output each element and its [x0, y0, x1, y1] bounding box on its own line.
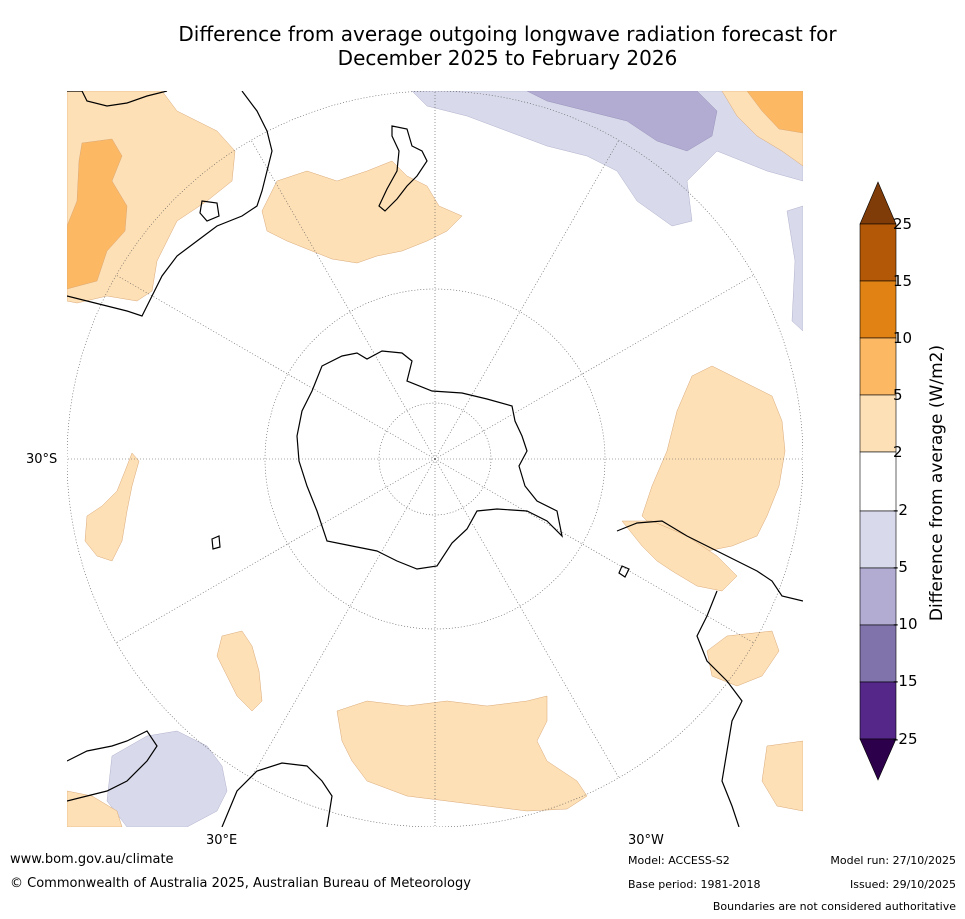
footer-issued: Issued: 29/10/2025: [849, 878, 956, 891]
label-30w: 30°W: [628, 833, 664, 848]
colorbar-over-arrow: [859, 181, 897, 225]
colorbar-tick-5: 5: [893, 386, 903, 404]
lat-circle-60s: [378, 402, 492, 516]
colorbar-band-15-25: [859, 223, 897, 282]
footer-model-run: Model run: 27/10/2025: [830, 854, 956, 867]
colorbar-tick-10: 10: [893, 329, 913, 347]
colorbar-tick-m15: -15: [893, 672, 918, 690]
title-line-2: December 2025 to February 2026: [337, 46, 678, 70]
anomaly-south-america: [621, 520, 738, 592]
colorbar-tick-25: 25: [893, 215, 913, 233]
anomaly-tasman: [261, 160, 463, 264]
meridian-150e: [250, 139, 436, 460]
coastlines: [67, 91, 803, 827]
coast-antarctica: [296, 350, 563, 570]
coast-africa: [67, 730, 333, 827]
footer-website[interactable]: www.bom.gov.au/climate: [10, 852, 174, 867]
footer-model: Model: ACCESS-S2: [628, 854, 730, 867]
meridian-120w: [434, 274, 755, 460]
coast-south-america: [616, 520, 803, 827]
meridian-30w: [434, 458, 620, 779]
footer-disclaimer: Boundaries are not considered authoritat…: [712, 900, 956, 913]
anomaly-south-america-2: [706, 630, 780, 687]
map-svg: [67, 91, 803, 827]
anomaly-southwest-pos: [67, 790, 123, 827]
meridian-60w: [434, 458, 755, 644]
colorbar-band-2-5: [859, 394, 897, 453]
chart-title: Difference from average outgoing longwav…: [80, 22, 935, 70]
colorbar: [859, 181, 897, 781]
meridian-60e: [115, 458, 436, 644]
colorbar-band-10-15: [859, 280, 897, 339]
anomaly-indian-1: [84, 452, 140, 562]
colorbar-tick-m5: -5: [893, 558, 908, 576]
colorbar-band-m2-m5: [859, 510, 897, 569]
footer-base-period: Base period: 1981-2018: [628, 878, 761, 891]
anomaly-south-atlantic: [641, 365, 786, 552]
colorbar-band-m5-m10: [859, 567, 897, 626]
meridian-30e: [250, 458, 436, 779]
anomaly-australia-strong: [67, 138, 128, 290]
anomaly-south-ocean: [336, 695, 588, 812]
anomaly-fills: [67, 91, 803, 827]
title-line-1: Difference from average outgoing longwav…: [178, 22, 837, 46]
graticule: [67, 91, 803, 827]
colorbar-band-m15-m25: [859, 681, 897, 740]
anomaly-indian-2: [216, 630, 263, 712]
footer-copyright: © Commonwealth of Australia 2025, Austra…: [10, 876, 471, 891]
coast-tasmania: [199, 200, 220, 222]
colorbar-tick-15: 15: [893, 272, 913, 290]
anomaly-northeast-strong: [746, 91, 803, 134]
anomaly-se-corner: [761, 740, 803, 812]
meridian-120e: [115, 274, 436, 460]
label-30e: 30°E: [206, 833, 238, 848]
colorbar-title: Difference from average (W/m2): [927, 344, 947, 622]
colorbar-tick-m2: -2: [893, 501, 908, 519]
coast-new-zealand: [378, 125, 428, 212]
anomaly-southwest-neg: [106, 730, 228, 827]
map-panel[interactable]: [67, 91, 803, 827]
colorbar-tick-m25: -25: [893, 730, 918, 748]
colorbar-band-5-10: [859, 337, 897, 396]
anomaly-pacific-east-neg: [786, 205, 803, 332]
label-30s: 30°S: [26, 452, 58, 467]
coast-madagascar: [211, 535, 221, 550]
colorbar-tick-m10: -10: [893, 615, 918, 633]
colorbar-tick-2: 2: [893, 443, 903, 461]
colorbar-under-arrow: [859, 738, 897, 781]
coast-falklands: [618, 565, 630, 578]
coast-australia: [67, 91, 273, 317]
meridian-150w: [434, 139, 620, 460]
colorbar-band-neutral: [859, 451, 897, 512]
lat-circle-45s: [264, 288, 606, 630]
anomaly-pacific-mod-neg: [526, 91, 718, 152]
colorbar-band-m10-m15: [859, 624, 897, 683]
